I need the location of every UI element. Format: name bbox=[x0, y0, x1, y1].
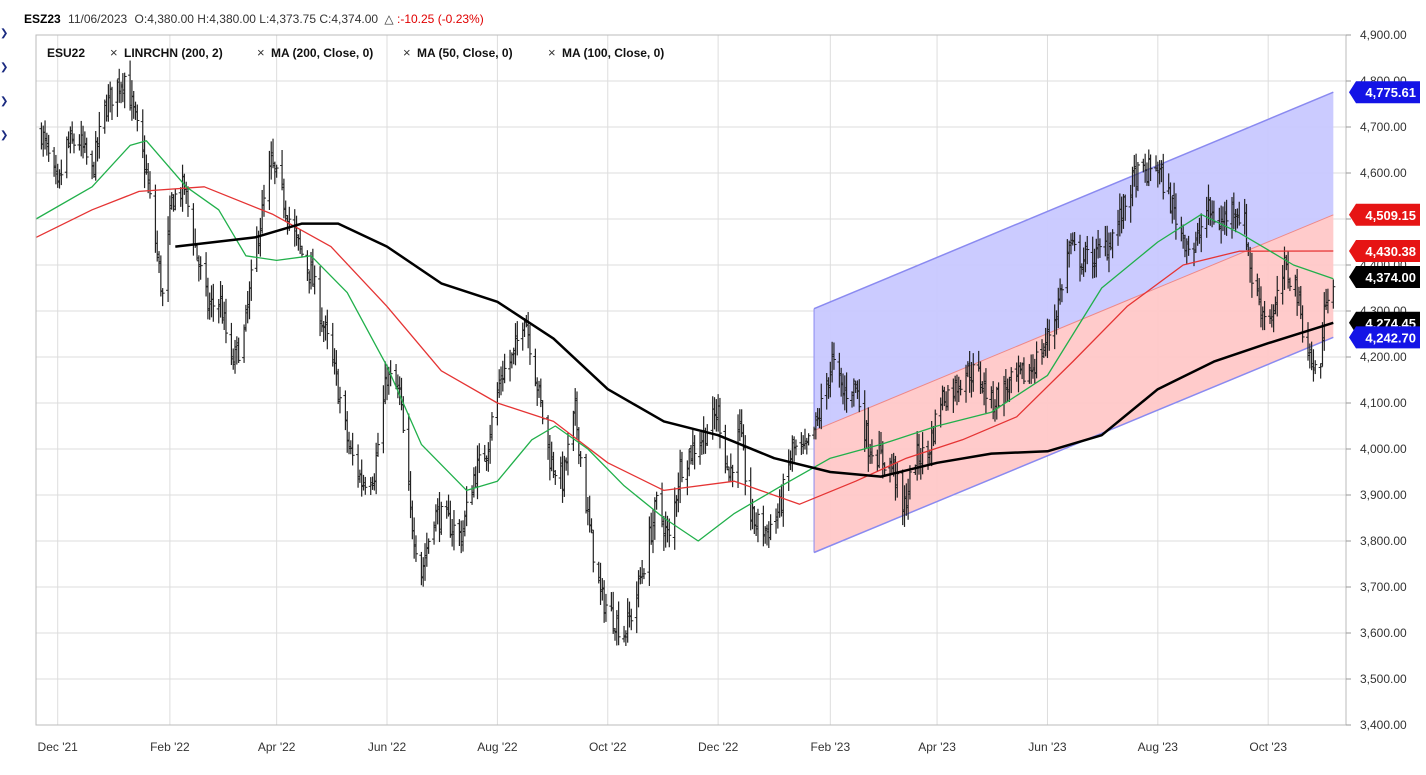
legend-label: MA (100, Close, 0) bbox=[562, 46, 664, 60]
remove-indicator-icon[interactable]: × bbox=[403, 45, 411, 60]
header-line: ESZ23 11/06/2023 O:4,380.00 H:4,380.00 L… bbox=[24, 12, 484, 26]
x-tick-label: Oct '22 bbox=[589, 740, 627, 754]
price-label: 4,509.15 bbox=[1349, 203, 1420, 226]
price-label-text: 4,374.00 bbox=[1365, 270, 1416, 285]
x-tick-label: Jun '22 bbox=[368, 740, 407, 754]
price-label: 4,242.70 bbox=[1349, 326, 1420, 349]
legend-item: × MA (100, Close, 0) bbox=[548, 45, 664, 60]
price-bars bbox=[39, 60, 1336, 646]
header-symbol: ESZ23 bbox=[24, 12, 61, 26]
price-label-text: 4,509.15 bbox=[1365, 208, 1416, 223]
price-label: 4,775.61 bbox=[1349, 81, 1420, 104]
y-tick-label: 4,100.00 bbox=[1360, 396, 1407, 410]
price-label-bg bbox=[1349, 326, 1420, 349]
x-axis: Dec '21 Feb '22 Apr '22 Jun '22 Aug '22 Oct '… bbox=[38, 740, 1288, 754]
legend-label: MA (50, Close, 0) bbox=[417, 46, 513, 60]
x-tick-label: Aug '22 bbox=[477, 740, 518, 754]
legend-label: MA (200, Close, 0) bbox=[271, 46, 373, 60]
y-tick-label: 3,400.00 bbox=[1360, 718, 1407, 732]
y-tick-label: 3,900.00 bbox=[1360, 488, 1407, 502]
price-label-bg bbox=[1349, 265, 1420, 288]
price-label: 4,374.00 bbox=[1349, 265, 1420, 288]
y-axis: 3,400.00 3,500.00 3,600.00 3,700.00 3,800.00… bbox=[1346, 28, 1407, 732]
legend-item: × MA (200, Close, 0) bbox=[257, 45, 373, 60]
x-tick-label: Dec '21 bbox=[38, 740, 79, 754]
y-tick-label: 4,200.00 bbox=[1360, 350, 1407, 364]
x-tick-label: Oct '23 bbox=[1249, 740, 1287, 754]
remove-indicator-icon[interactable]: × bbox=[110, 45, 118, 60]
header-ohlc: O:4,380.00 H:4,380.00 L:4,373.75 C:4,374… bbox=[135, 12, 379, 26]
x-tick-label: Feb '22 bbox=[150, 740, 190, 754]
legend-label: ESU22 bbox=[47, 46, 85, 60]
remove-indicator-icon[interactable]: × bbox=[257, 45, 265, 60]
ma50-line bbox=[35, 140, 1334, 542]
price-labels: 4,775.614,509.154,430.384,374.004,274.45… bbox=[1349, 81, 1420, 349]
price-label: 4,430.38 bbox=[1349, 240, 1420, 263]
expand-arrow-icon[interactable]: ❯ bbox=[0, 62, 9, 73]
legend-item: × MA (50, Close, 0) bbox=[403, 45, 513, 60]
ma200-line bbox=[175, 222, 1334, 478]
y-tick-label: 4,000.00 bbox=[1360, 442, 1407, 456]
price-label-text: 4,242.70 bbox=[1365, 330, 1416, 345]
legend-item: ESU22 bbox=[47, 46, 85, 60]
indicator-legend: ESU22 × LINRCHN (200, 2) × MA (200, Close, 0… bbox=[47, 45, 664, 60]
x-tick-label: Aug '23 bbox=[1138, 740, 1179, 754]
price-label-bg bbox=[1349, 81, 1420, 104]
y-tick-label: 3,700.00 bbox=[1360, 580, 1407, 594]
side-arrow-column: ❯ ❯ ❯ ❯ bbox=[0, 28, 8, 164]
plot-frame bbox=[35, 34, 1347, 726]
header-change: :-10.25 (-0.23%) bbox=[397, 12, 484, 26]
legend-item: × LINRCHN (200, 2) bbox=[110, 45, 223, 60]
y-tick-label: 3,600.00 bbox=[1360, 626, 1407, 640]
x-tick-label: Apr '23 bbox=[918, 740, 956, 754]
x-tick-label: Dec '22 bbox=[698, 740, 739, 754]
channel-lower-band bbox=[814, 214, 1334, 553]
y-tick-label: 4,600.00 bbox=[1360, 166, 1407, 180]
expand-arrow-icon[interactable]: ❯ bbox=[0, 96, 9, 107]
price-label-text: 4,775.61 bbox=[1365, 85, 1416, 100]
header-date: 11/06/2023 bbox=[68, 12, 127, 26]
x-tick-label: Jun '23 bbox=[1028, 740, 1067, 754]
channel-upper-line bbox=[813, 91, 1334, 310]
price-label-bg bbox=[1349, 203, 1420, 226]
legend-label: LINRCHN (200, 2) bbox=[124, 46, 223, 60]
price-label-text: 4,430.38 bbox=[1365, 244, 1416, 259]
x-tick-label: Feb '23 bbox=[810, 740, 850, 754]
linear-regression-channel bbox=[813, 91, 1334, 554]
expand-arrow-icon[interactable]: ❯ bbox=[0, 130, 9, 141]
y-tick-label: 4,700.00 bbox=[1360, 120, 1407, 134]
channel-lower-line bbox=[813, 336, 1334, 554]
y-tick-label: 3,500.00 bbox=[1360, 672, 1407, 686]
remove-indicator-icon[interactable]: × bbox=[548, 45, 556, 60]
y-tick-label: 4,900.00 bbox=[1360, 28, 1407, 42]
y-tick-label: 3,800.00 bbox=[1360, 534, 1407, 548]
change-triangle-icon: △ bbox=[384, 12, 394, 26]
x-tick-label: Apr '22 bbox=[258, 740, 296, 754]
price-label-bg bbox=[1349, 240, 1420, 263]
expand-arrow-icon[interactable]: ❯ bbox=[0, 28, 9, 39]
ma100-line bbox=[35, 186, 1334, 505]
channel-upper-band bbox=[814, 92, 1334, 431]
moving-average-lines bbox=[35, 140, 1334, 542]
